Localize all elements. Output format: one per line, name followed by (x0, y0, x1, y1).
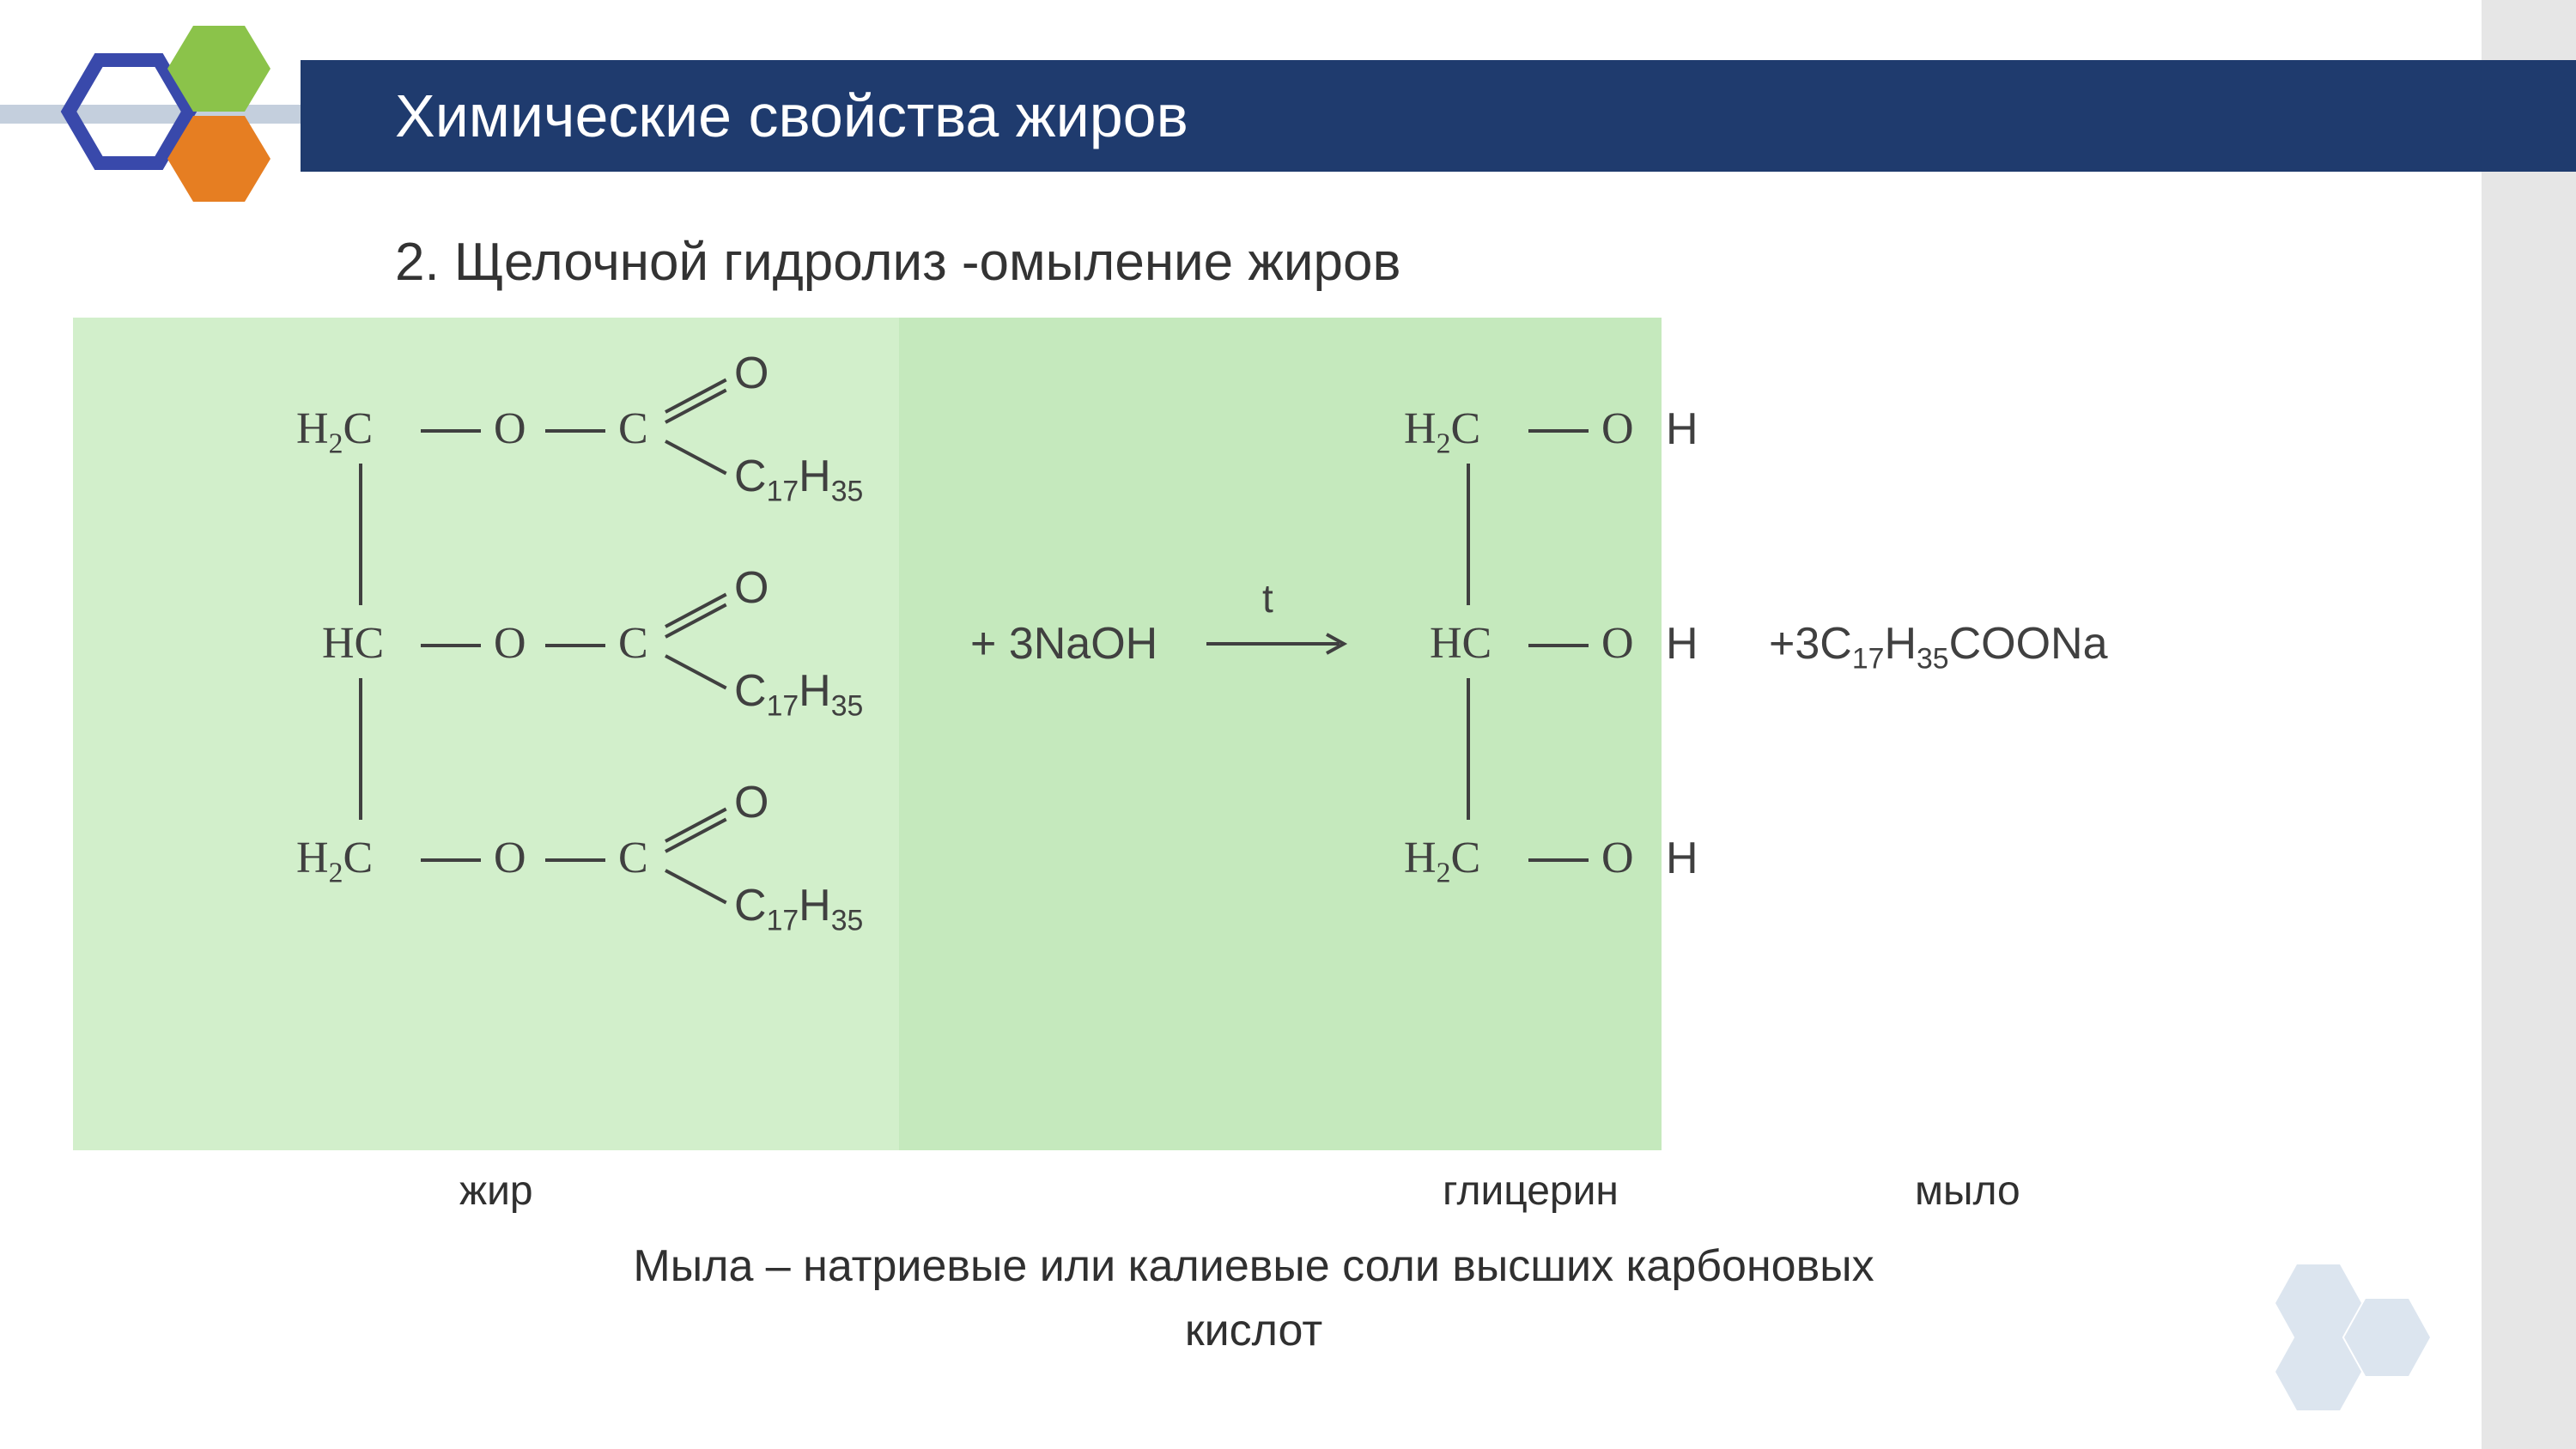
title-bar-bg (0, 60, 2576, 172)
fat-o-1: O (494, 403, 526, 454)
title-bar: Химические свойства жиров (0, 60, 2576, 172)
bond (1467, 464, 1470, 605)
bond (1467, 678, 1470, 820)
gly-h-3: H (1666, 833, 1698, 884)
fat-c-1: C (618, 403, 648, 454)
fat-dblo-3: O (734, 777, 769, 828)
fat-hc: HC (322, 618, 384, 669)
bond (1528, 644, 1589, 647)
fat-h2c-1: H2C (296, 403, 373, 460)
fat-o-2: O (494, 618, 526, 669)
bond (359, 678, 362, 820)
product-soap: +3C17H35COONa (1769, 618, 2108, 676)
arrow-label: t (1262, 575, 1273, 621)
bond (359, 464, 362, 605)
fat-dblo-1: O (734, 348, 769, 399)
gly-hc: HC (1430, 618, 1492, 669)
reagent-naoh: + 3NaOH (970, 618, 1157, 670)
reaction-arrow-icon (1206, 631, 1352, 657)
decor-hex-icon (2233, 1252, 2473, 1423)
gly-o-2: O (1601, 618, 1634, 669)
bond (545, 858, 605, 862)
bond (421, 644, 481, 647)
gly-h-1: H (1666, 403, 1698, 455)
gly-o-1: O (1601, 403, 1634, 454)
fat-c-3: C (618, 833, 648, 883)
bond (545, 429, 605, 433)
right-band (2482, 0, 2576, 1449)
bond (421, 858, 481, 862)
label-soap: мыло (1915, 1167, 2020, 1215)
fat-dblo-2: O (734, 562, 769, 614)
gly-o-3: O (1601, 833, 1634, 883)
fat-chain-2: C17H35 (734, 665, 863, 723)
label-glycerol: глицерин (1443, 1167, 1619, 1215)
bond (545, 644, 605, 647)
logo-hex-icon (26, 0, 326, 258)
page-title: Химические свойства жиров (395, 82, 1188, 150)
fat-o-3: O (494, 833, 526, 883)
label-fat: жир (459, 1167, 533, 1215)
fat-chain-1: C17H35 (734, 451, 863, 508)
bond (1528, 429, 1589, 433)
gly-h-2: H (1666, 618, 1698, 670)
bond (421, 429, 481, 433)
fat-c-2: C (618, 618, 648, 669)
bond (1528, 858, 1589, 862)
subtitle: 2. Щелочной гидролиз -омыление жиров (395, 232, 1400, 293)
gly-h2c-1: H2C (1404, 403, 1480, 460)
fat-chain-3: C17H35 (734, 880, 863, 937)
gly-h2c-3: H2C (1404, 833, 1480, 889)
bottom-text-1: Мыла – натриевые или калиевые соли высши… (266, 1240, 2241, 1292)
bottom-text-2: кислот (266, 1305, 2241, 1356)
fat-h2c-3: H2C (296, 833, 373, 889)
